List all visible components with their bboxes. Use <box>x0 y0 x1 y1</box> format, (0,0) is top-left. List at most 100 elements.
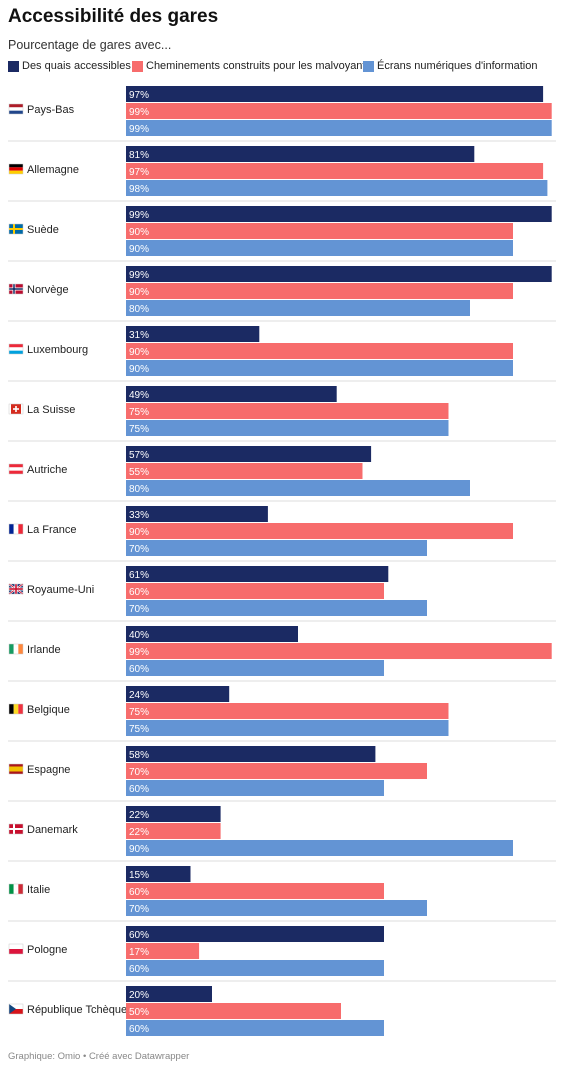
row-it: Italie 15% 60% 70% <box>8 866 556 922</box>
bar-value-label: 22% <box>129 810 149 821</box>
category-label: République Tchèque <box>27 1004 127 1016</box>
bar-value-label: 99% <box>129 647 149 658</box>
row-lu: Luxembourg 31% 90% 90% <box>8 326 556 382</box>
bar <box>126 1003 341 1019</box>
row-no: Norvège 99% 90% 80% <box>8 266 556 322</box>
bar-value-label: 99% <box>129 270 149 281</box>
bar-value-label: 40% <box>129 630 149 641</box>
bar-value-label: 60% <box>129 887 149 898</box>
category-label: Luxembourg <box>27 344 88 356</box>
row-se: Suède 99% 90% 90% <box>8 206 556 262</box>
bar-value-label: 60% <box>129 964 149 975</box>
bar <box>126 266 552 282</box>
bar <box>126 686 230 702</box>
category-label: Pays-Bas <box>27 104 75 116</box>
row-ch: La Suisse 49% 75% 75% <box>8 386 556 442</box>
flag-icon-de <box>8 163 24 175</box>
row-ie: Irlande 40% 99% 60% <box>8 626 556 682</box>
bar <box>126 180 548 196</box>
bar-value-label: 99% <box>129 124 149 135</box>
bar <box>126 403 449 419</box>
bar-value-label: 98% <box>129 184 149 195</box>
bar-value-label: 99% <box>129 210 149 221</box>
flag-icon-gb <box>8 583 24 595</box>
bar-value-label: 24% <box>129 690 149 701</box>
bar <box>126 986 212 1002</box>
bar <box>126 300 470 316</box>
bar-value-label: 90% <box>129 244 149 255</box>
legend-swatch-accessible-platforms <box>8 60 19 72</box>
bar-value-label: 90% <box>129 347 149 358</box>
bar <box>126 780 384 796</box>
flag-icon-se <box>8 223 24 235</box>
bar-value-label: 90% <box>129 287 149 298</box>
row-gb: Royaume-Uni 61% 60% 70% <box>8 566 556 622</box>
flag-icon-pl <box>8 943 24 955</box>
bar <box>126 360 513 376</box>
flag-icon-lu <box>8 343 24 355</box>
bar-value-label: 75% <box>129 707 149 718</box>
bar <box>126 506 268 522</box>
category-label: Italie <box>27 884 50 896</box>
flag-icon-ch <box>8 403 24 415</box>
flag-icon-be <box>8 703 24 715</box>
bar-value-label: 70% <box>129 544 149 555</box>
category-label: Allemagne <box>27 164 79 176</box>
bar-value-label: 22% <box>129 827 149 838</box>
bar-value-label: 60% <box>129 930 149 941</box>
flag-icon-fr <box>8 523 24 535</box>
bar-value-label: 55% <box>129 467 149 478</box>
bar <box>126 206 552 222</box>
row-nl: Pays-Bas 97% 99% 99% <box>8 86 556 142</box>
row-at: Autriche 57% 55% 80% <box>8 446 556 502</box>
bar-value-label: 49% <box>129 390 149 401</box>
legend-label-accessible-platforms: Des quais accessibles <box>22 60 131 72</box>
row-de: Allemagne 81% 97% 98% <box>8 146 556 202</box>
bar <box>126 146 475 162</box>
bar <box>126 566 389 582</box>
bar-value-label: 15% <box>129 870 149 881</box>
row-fr: La France 33% 90% 70% <box>8 506 556 562</box>
bar <box>126 926 384 942</box>
bar-value-label: 17% <box>129 947 149 958</box>
bar <box>126 480 470 496</box>
bar-value-label: 75% <box>129 724 149 735</box>
bar <box>126 746 376 762</box>
category-label: Autriche <box>27 464 67 476</box>
chart-title: Accessibilité des gares <box>8 6 219 27</box>
row-pl: Pologne 60% 17% 60% <box>8 926 556 982</box>
bar <box>126 823 221 839</box>
category-label: Irlande <box>27 644 61 656</box>
category-label: Suède <box>27 224 59 236</box>
bar-value-label: 70% <box>129 604 149 615</box>
bar <box>126 643 552 659</box>
bar <box>126 1020 384 1036</box>
bar <box>126 840 513 856</box>
category-label: Danemark <box>27 824 78 836</box>
legend-item-digital-screens: Écrans numériques d'information <box>363 60 537 72</box>
bar <box>126 600 427 616</box>
bar <box>126 223 513 239</box>
bar-value-label: 70% <box>129 904 149 915</box>
bar-value-label: 57% <box>129 450 149 461</box>
flag-icon-no <box>8 283 24 295</box>
bar <box>126 763 427 779</box>
category-label: Royaume-Uni <box>27 584 94 596</box>
bar-value-label: 50% <box>129 1007 149 1018</box>
legend-swatch-tactile-paths <box>132 60 143 72</box>
bar <box>126 806 221 822</box>
bar-value-label: 60% <box>129 1024 149 1035</box>
category-label: La Suisse <box>27 404 75 416</box>
bar-value-label: 90% <box>129 527 149 538</box>
bar <box>126 660 384 676</box>
flag-icon-it <box>8 883 24 895</box>
flag-icon-nl <box>8 103 24 115</box>
bar-value-label: 70% <box>129 767 149 778</box>
bar-value-label: 90% <box>129 364 149 375</box>
row-es: Espagne 58% 70% 60% <box>8 746 556 802</box>
bar-value-label: 99% <box>129 107 149 118</box>
bar-value-label: 60% <box>129 784 149 795</box>
bar-value-label: 80% <box>129 484 149 495</box>
